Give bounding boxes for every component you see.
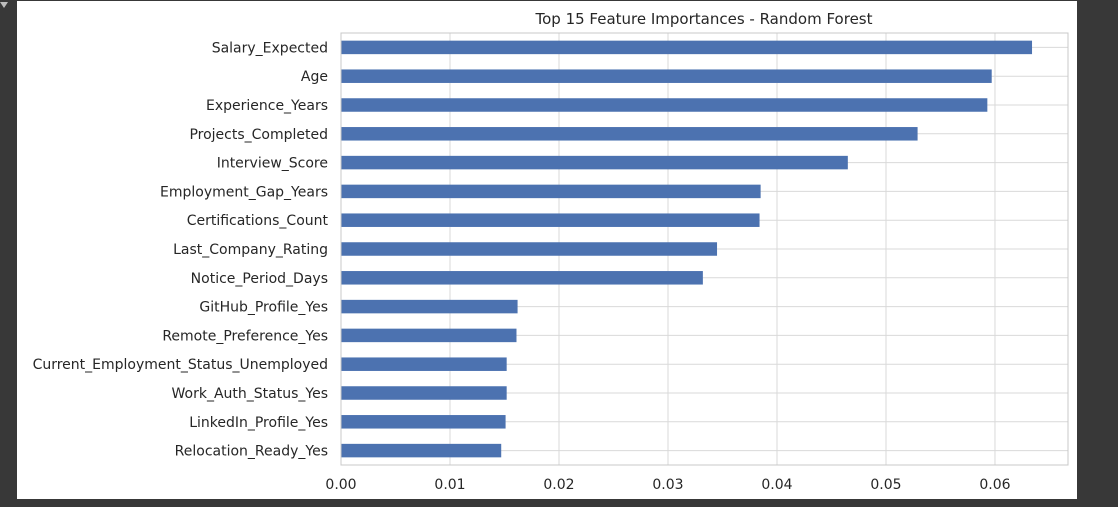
y-tick-label: Current_Employment_Status_Unemployed bbox=[33, 357, 328, 373]
y-tick-label: Salary_Expected bbox=[212, 40, 328, 56]
bar-projects-completed bbox=[341, 127, 918, 141]
y-tick-label: Projects_Completed bbox=[189, 127, 328, 143]
y-tick-labels: Salary_Expected Age Experience_Years Projec… bbox=[33, 40, 329, 459]
y-tick-label: LinkedIn_Profile_Yes bbox=[189, 415, 328, 431]
x-tick-label: 0.06 bbox=[979, 477, 1010, 493]
x-tick-label: 0.04 bbox=[761, 477, 792, 493]
y-tick-label: Notice_Period_Days bbox=[191, 271, 328, 287]
y-tick-label: Work_Auth_Status_Yes bbox=[172, 386, 328, 402]
y-tick-label: Interview_Score bbox=[217, 156, 328, 172]
bar-interview-score bbox=[341, 155, 848, 170]
y-tick-label: Experience_Years bbox=[206, 98, 328, 114]
bar-last-company-rating bbox=[341, 242, 718, 256]
x-tick-label: 0.03 bbox=[652, 477, 683, 493]
y-tick-label: Relocation_Ready_Yes bbox=[175, 444, 328, 460]
feature-importance-chart: Top 15 Feature Importances - Random Fore… bbox=[33, 10, 1069, 493]
bar-github-profile-yes bbox=[341, 299, 518, 314]
x-tick-label: 0.02 bbox=[543, 477, 574, 493]
bar-age bbox=[341, 69, 992, 83]
bars bbox=[341, 40, 1033, 458]
bar-linkedin-profile-yes bbox=[341, 415, 506, 429]
bar-remote-preference-yes bbox=[341, 328, 517, 343]
y-tick-label: Last_Company_Rating bbox=[173, 242, 328, 258]
y-tick-label: Employment_Gap_Years bbox=[160, 184, 328, 200]
bar-experience-years bbox=[341, 98, 988, 112]
x-tick-labels: 0.00 0.01 0.02 0.03 0.04 0.05 0.06 bbox=[325, 477, 1010, 493]
chart-title: Top 15 Feature Importances - Random Fore… bbox=[534, 10, 872, 28]
x-tick-label: 0.05 bbox=[870, 477, 901, 493]
bar-certifications-count bbox=[341, 213, 760, 227]
collapse-arrow-icon[interactable] bbox=[0, 2, 8, 8]
bar-current-employment-status-unemployed bbox=[341, 357, 507, 371]
y-tick-label: Age bbox=[301, 69, 328, 85]
x-tick-label: 0.00 bbox=[325, 477, 356, 493]
chart-figure: Top 15 Feature Importances - Random Fore… bbox=[17, 1, 1077, 499]
bar-salary-expected bbox=[341, 40, 1033, 55]
x-tick-label: 0.01 bbox=[434, 477, 465, 493]
y-tick-label: Certifications_Count bbox=[187, 213, 329, 229]
y-tick-label: Remote_Preference_Yes bbox=[162, 328, 328, 344]
bar-relocation-ready-yes bbox=[341, 443, 502, 458]
bar-employment-gap-years bbox=[341, 184, 761, 199]
y-tick-label: GitHub_Profile_Yes bbox=[199, 300, 328, 316]
plot-frame bbox=[340, 32, 1069, 466]
bar-notice-period-days bbox=[341, 271, 703, 285]
bar-work-auth-status-yes bbox=[341, 386, 507, 400]
